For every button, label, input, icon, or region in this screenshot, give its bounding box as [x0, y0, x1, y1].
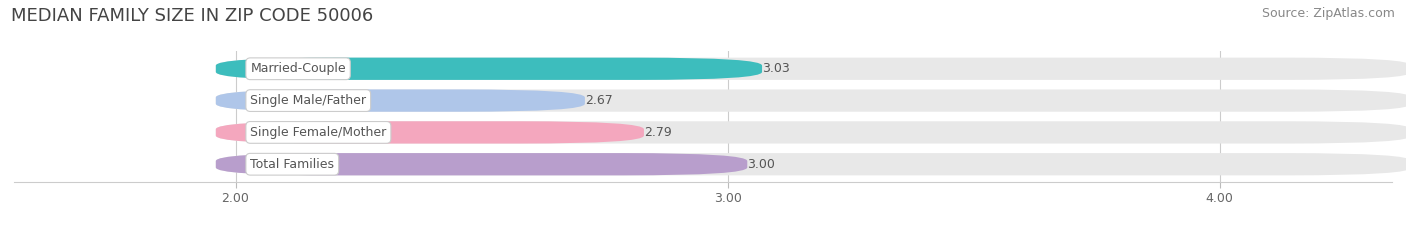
FancyBboxPatch shape: [215, 89, 585, 112]
Text: Total Families: Total Families: [250, 158, 335, 171]
Text: Source: ZipAtlas.com: Source: ZipAtlas.com: [1261, 7, 1395, 20]
Text: Married-Couple: Married-Couple: [250, 62, 346, 75]
FancyBboxPatch shape: [215, 89, 1406, 112]
Text: Single Male/Father: Single Male/Father: [250, 94, 367, 107]
Text: MEDIAN FAMILY SIZE IN ZIP CODE 50006: MEDIAN FAMILY SIZE IN ZIP CODE 50006: [11, 7, 374, 25]
Text: Single Female/Mother: Single Female/Mother: [250, 126, 387, 139]
Text: 2.79: 2.79: [644, 126, 672, 139]
FancyBboxPatch shape: [215, 153, 1406, 175]
Text: 3.03: 3.03: [762, 62, 790, 75]
FancyBboxPatch shape: [215, 153, 748, 175]
FancyBboxPatch shape: [215, 58, 1406, 80]
FancyBboxPatch shape: [215, 121, 644, 144]
Text: 2.67: 2.67: [585, 94, 613, 107]
FancyBboxPatch shape: [215, 58, 762, 80]
Text: 3.00: 3.00: [748, 158, 775, 171]
FancyBboxPatch shape: [215, 121, 1406, 144]
